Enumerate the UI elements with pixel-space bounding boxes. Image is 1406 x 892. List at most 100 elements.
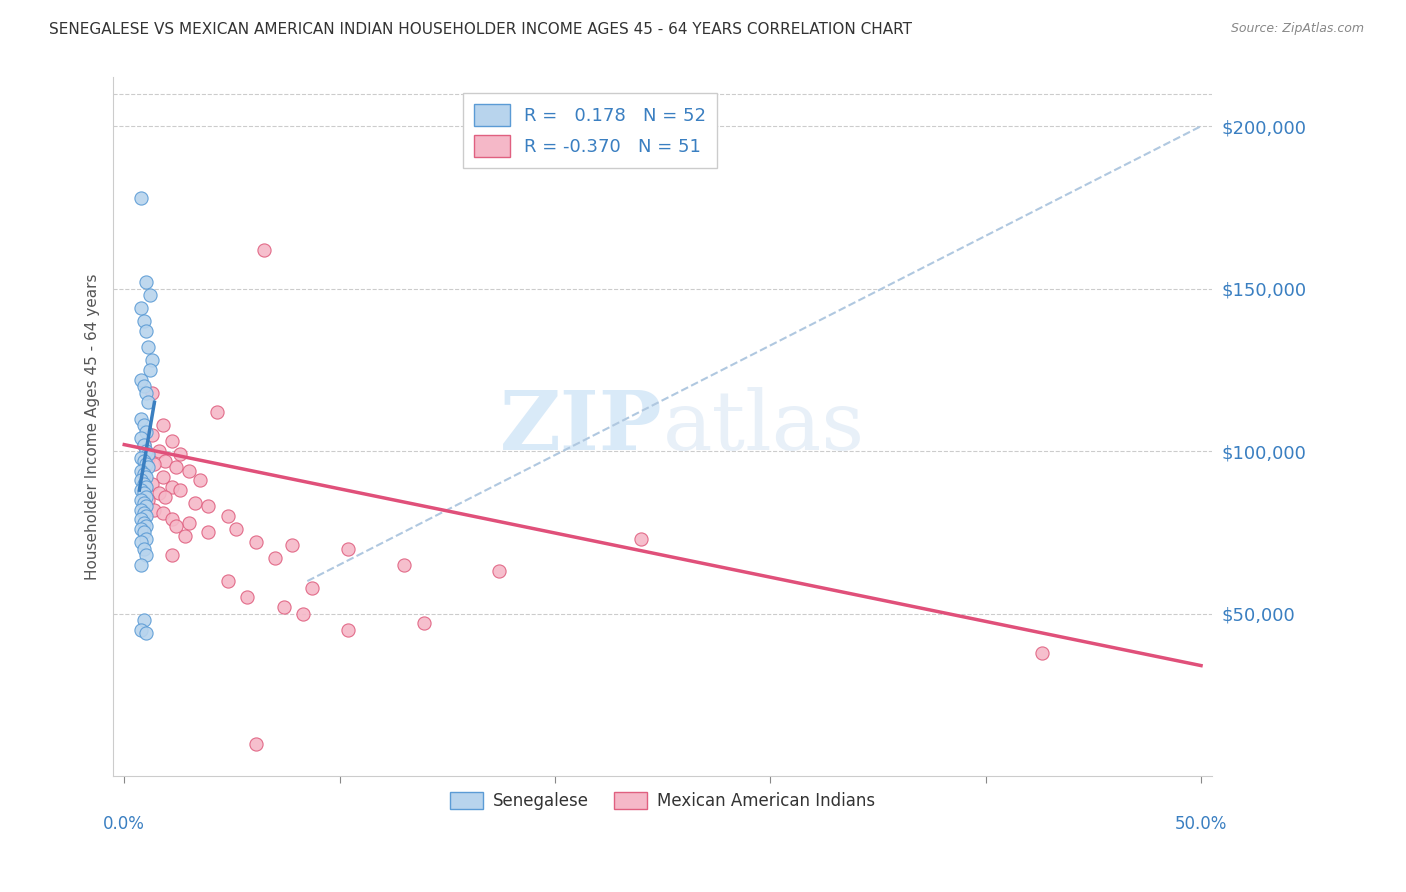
Point — [132, 506, 155, 520]
Point — [177, 516, 200, 530]
Point — [141, 476, 163, 491]
Point — [148, 486, 170, 500]
Point — [165, 519, 187, 533]
Point — [160, 434, 183, 449]
Point — [135, 444, 157, 458]
Point — [245, 535, 267, 549]
Point — [131, 191, 153, 205]
Point — [135, 626, 157, 640]
Point — [131, 474, 153, 488]
Point — [141, 353, 163, 368]
Point — [135, 324, 157, 338]
Point — [131, 512, 153, 526]
Point — [160, 512, 183, 526]
Point — [152, 418, 174, 433]
Point — [136, 450, 159, 465]
Point — [197, 525, 219, 540]
Point — [135, 480, 157, 494]
Point — [135, 500, 157, 514]
Point — [292, 607, 315, 621]
Point — [160, 548, 183, 562]
Point — [135, 275, 157, 289]
Point — [136, 395, 159, 409]
Point — [152, 506, 174, 520]
Y-axis label: Householder Income Ages 45 - 64 years: Householder Income Ages 45 - 64 years — [86, 274, 100, 580]
Point — [132, 454, 155, 468]
Point — [131, 431, 153, 445]
Point — [132, 541, 155, 556]
Point — [139, 363, 162, 377]
Point — [184, 496, 207, 510]
Point — [132, 437, 155, 451]
Point — [135, 470, 157, 484]
Text: SENEGALESE VS MEXICAN AMERICAN INDIAN HOUSEHOLDER INCOME AGES 45 - 64 YEARS CORR: SENEGALESE VS MEXICAN AMERICAN INDIAN HO… — [49, 22, 912, 37]
Point — [264, 551, 287, 566]
Text: Source: ZipAtlas.com: Source: ZipAtlas.com — [1230, 22, 1364, 36]
Point — [131, 450, 153, 465]
Point — [177, 464, 200, 478]
Point — [135, 490, 157, 504]
Text: ZIP: ZIP — [501, 387, 662, 467]
Point — [141, 428, 163, 442]
Text: 50.0%: 50.0% — [1175, 815, 1227, 833]
Point — [273, 600, 295, 615]
Point — [132, 379, 155, 393]
Point — [630, 532, 652, 546]
Point — [236, 591, 259, 605]
Point — [139, 288, 162, 302]
Text: 0.0%: 0.0% — [103, 815, 145, 833]
Point — [152, 470, 174, 484]
Point — [135, 519, 157, 533]
Point — [169, 447, 191, 461]
Point — [132, 467, 155, 481]
Legend: Senegalese, Mexican American Indians: Senegalese, Mexican American Indians — [443, 785, 882, 817]
Point — [135, 425, 157, 439]
Point — [143, 502, 166, 516]
Point — [132, 418, 155, 433]
Point — [131, 373, 153, 387]
Point — [135, 509, 157, 524]
Point — [488, 565, 510, 579]
Point — [217, 574, 239, 588]
Point — [173, 528, 195, 542]
Point — [141, 385, 163, 400]
Point — [135, 548, 157, 562]
Point — [132, 496, 155, 510]
Point — [281, 538, 304, 552]
Point — [135, 385, 157, 400]
Point — [136, 340, 159, 354]
Point — [132, 437, 155, 451]
Point — [217, 509, 239, 524]
Point — [160, 480, 183, 494]
Point — [131, 301, 153, 315]
Point — [169, 483, 191, 497]
Point — [131, 535, 153, 549]
Point — [153, 454, 176, 468]
Point — [197, 500, 219, 514]
Point — [301, 581, 323, 595]
Point — [132, 525, 155, 540]
Point — [131, 492, 153, 507]
Point — [253, 243, 276, 257]
Point — [136, 492, 159, 507]
Point — [412, 616, 434, 631]
Point — [136, 460, 159, 475]
Point — [153, 490, 176, 504]
Point — [131, 502, 153, 516]
Point — [143, 457, 166, 471]
Point — [205, 405, 228, 419]
Point — [337, 541, 360, 556]
Point — [132, 314, 155, 328]
Point — [131, 522, 153, 536]
Point — [148, 444, 170, 458]
Point — [135, 457, 157, 471]
Point — [132, 613, 155, 627]
Point — [131, 623, 153, 637]
Point — [136, 447, 159, 461]
Point — [225, 522, 247, 536]
Point — [165, 460, 187, 475]
Point — [131, 483, 153, 497]
Point — [131, 464, 153, 478]
Point — [135, 532, 157, 546]
Point — [132, 486, 155, 500]
